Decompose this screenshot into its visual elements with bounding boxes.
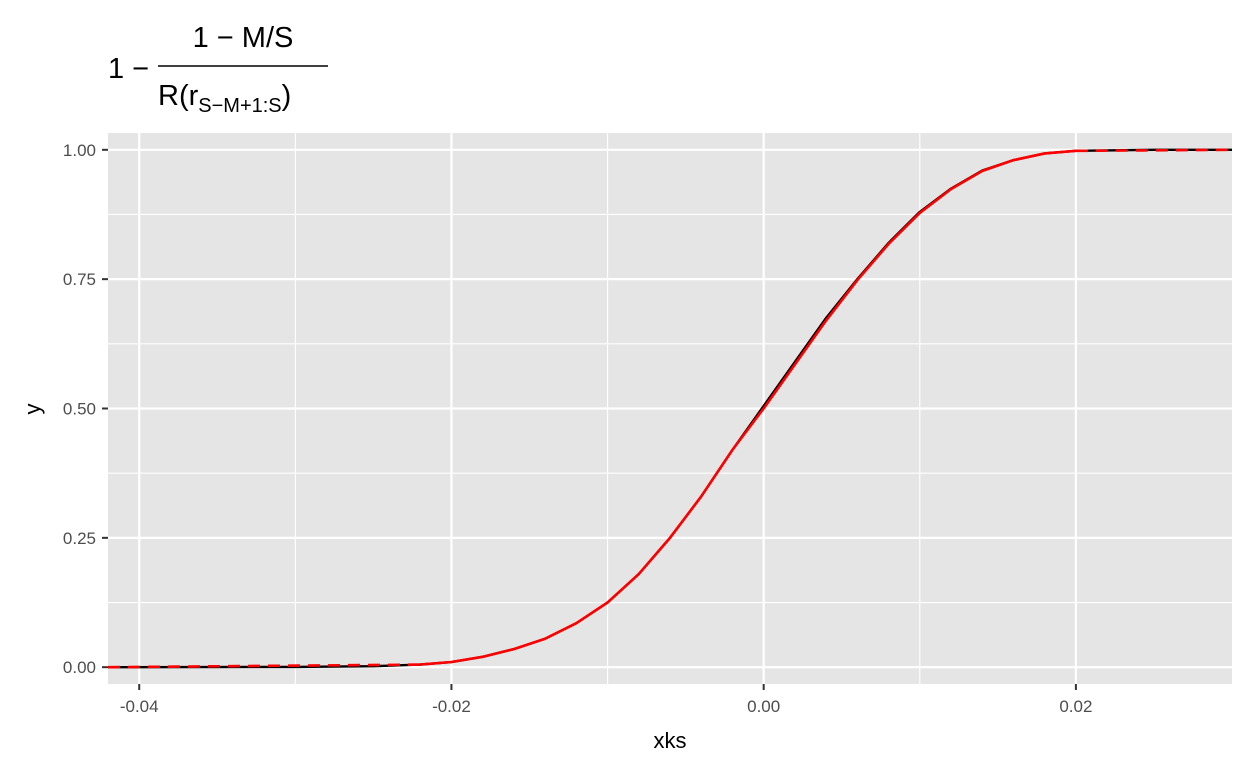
y-axis-title: y bbox=[20, 404, 45, 415]
title-denominator-close: ) bbox=[282, 80, 292, 112]
title-denominator: R(rS−M+1:S) bbox=[158, 80, 291, 117]
x-tick-label: -0.02 bbox=[432, 697, 471, 716]
y-tick-label: 1.00 bbox=[63, 141, 96, 160]
title-prefix: 1 − bbox=[108, 53, 149, 85]
series-line-2 bbox=[420, 149, 1076, 666]
y-axis: 0.00 0.25 0.50 0.75 1.00 bbox=[63, 141, 108, 677]
x-axis: -0.04 -0.02 0.00 0.02 bbox=[120, 684, 1092, 716]
y-tick-label: 0.00 bbox=[63, 658, 96, 677]
series-line-dash-right bbox=[1075, 148, 1233, 153]
x-axis-title: xks bbox=[654, 728, 687, 753]
y-tick-label: 0.25 bbox=[63, 529, 96, 548]
chart-title: 1 − 1 − M/S R(rS−M+1:S) bbox=[108, 22, 328, 117]
series-line-dash-left bbox=[107, 663, 421, 669]
title-denominator-subscript: S−M+1:S bbox=[198, 95, 281, 117]
x-tick-label: -0.04 bbox=[120, 697, 159, 716]
title-denominator-base: R(r bbox=[158, 80, 199, 112]
y-tick-label: 0.75 bbox=[63, 270, 96, 289]
series-layer bbox=[107, 148, 1233, 669]
title-numerator: 1 − M/S bbox=[193, 22, 294, 54]
x-tick-label: 0.00 bbox=[747, 697, 780, 716]
y-tick-label: 0.50 bbox=[63, 400, 96, 419]
x-tick-label: 0.02 bbox=[1059, 697, 1092, 716]
